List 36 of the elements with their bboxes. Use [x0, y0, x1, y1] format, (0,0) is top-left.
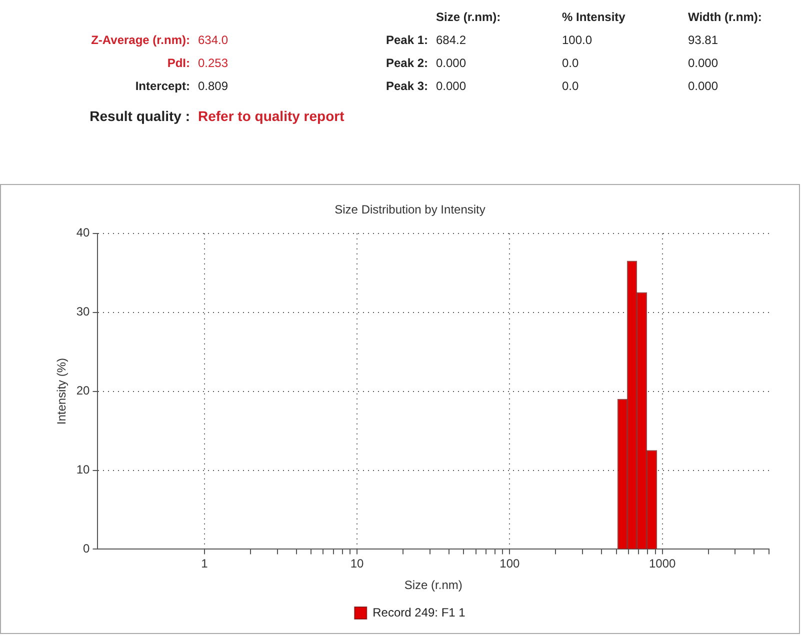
text: 634.0 [198, 33, 230, 47]
y-tick-label: 40 [76, 226, 90, 240]
text: Peak 1: [384, 33, 428, 47]
text: Size (r.nm): [436, 10, 502, 24]
text: 0.809 [198, 79, 230, 93]
text: 0.000 [436, 79, 468, 93]
y-tick-label: 30 [76, 304, 90, 319]
y-tick-label: 0 [83, 542, 90, 556]
x-tick-label: 1000 [648, 556, 676, 571]
text: Refer to quality report [198, 108, 346, 124]
text: 0.000 [436, 56, 468, 70]
text: 93.81 [688, 33, 720, 47]
x-tick-label: 100 [500, 556, 520, 571]
y-tick-label: 10 [76, 462, 90, 477]
text: Intercept: [134, 79, 190, 93]
legend-label: Record 249: F1 1 [372, 605, 466, 620]
text: PdI: [166, 56, 190, 70]
text: Z-Average (r.nm): [90, 33, 190, 47]
y-axis-title: Intensity (%) [54, 358, 69, 425]
y-tick-label: 20 [76, 384, 90, 398]
text: Peak 3: [384, 79, 428, 93]
text: Width (r.nm): [688, 10, 763, 24]
text: Peak 2: [384, 56, 428, 70]
text: % Intensity [562, 10, 626, 24]
x-tick-label: 1 [201, 556, 208, 571]
text: 684.2 [436, 33, 468, 47]
chart-title: Size Distribution by Intensity [334, 202, 486, 217]
text: 0.0 [562, 79, 580, 93]
x-axis-title: Size (r.nm) [404, 578, 462, 592]
x-tick-label: 10 [350, 556, 364, 571]
text: 0.000 [688, 56, 720, 70]
text: Result quality : [88, 108, 190, 124]
text: 0.0 [562, 56, 580, 70]
text: 0.000 [688, 79, 720, 93]
text: 0.253 [198, 56, 230, 70]
text: 100.0 [562, 33, 594, 47]
